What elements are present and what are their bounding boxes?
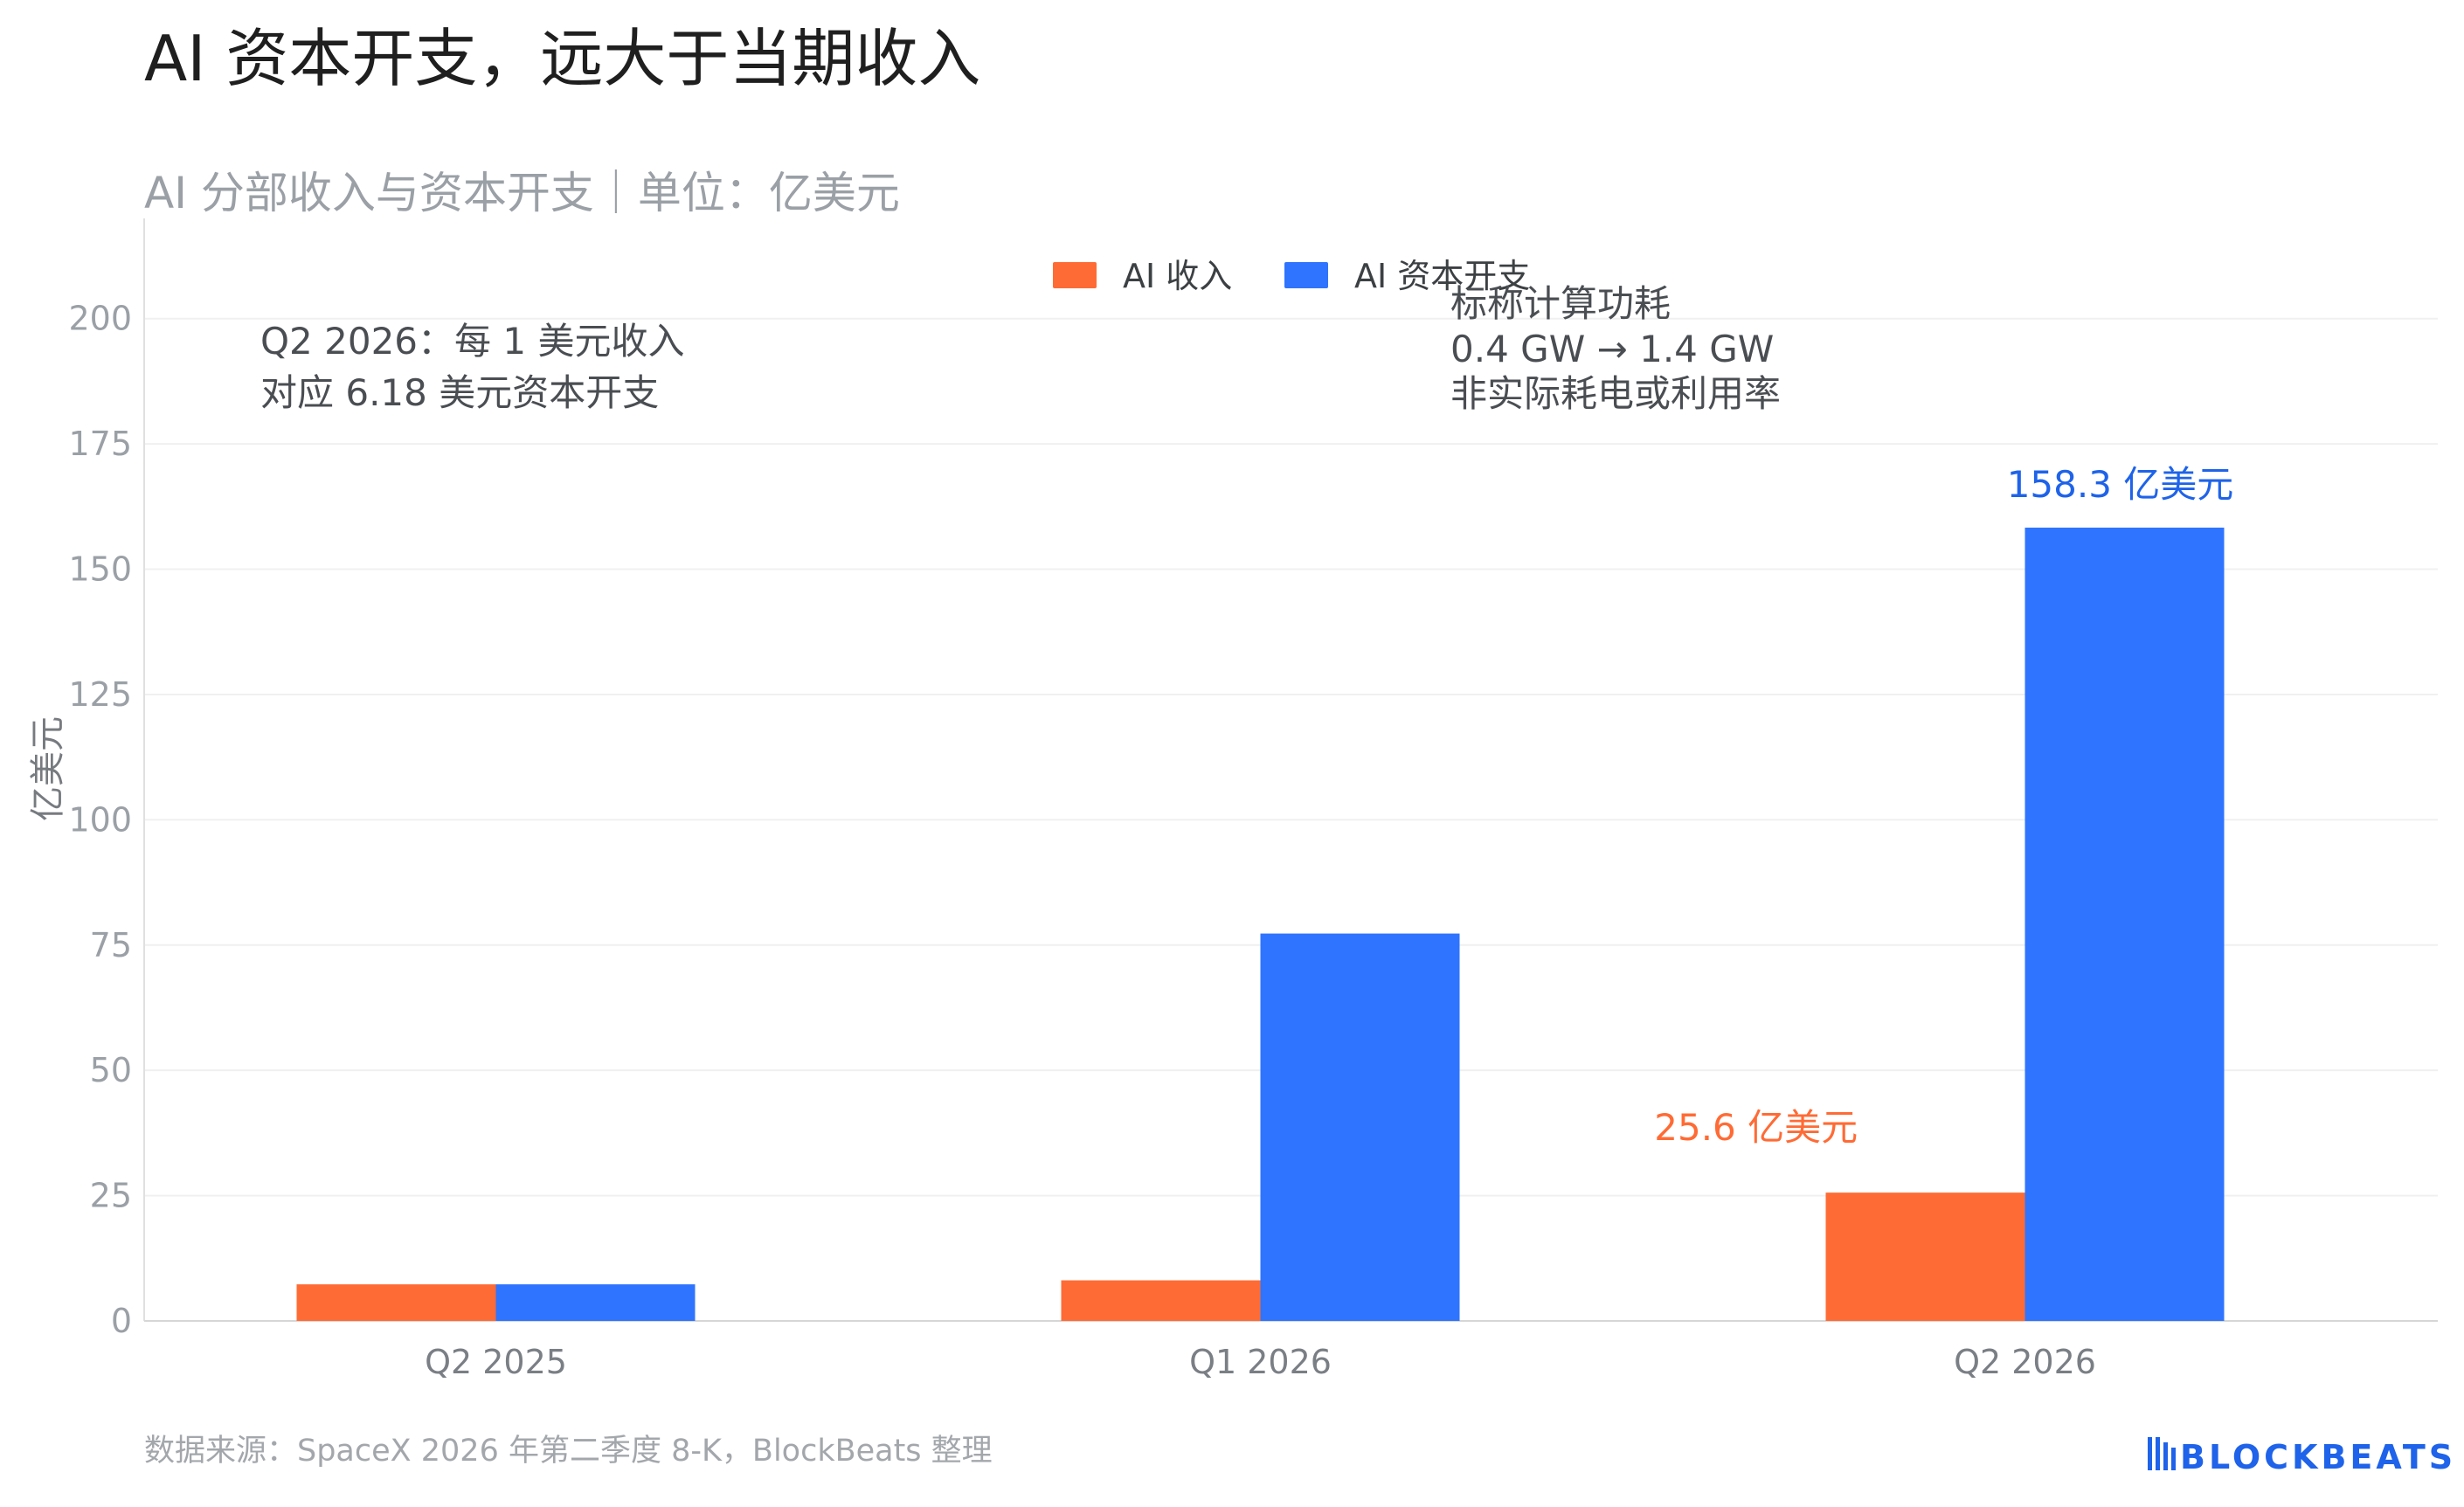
y-tick-label: 175 [68,425,132,463]
y-tick-label: 25 [90,1177,132,1215]
y-tick-labels: 0 25 50 75 100 125 150 175 200 [68,300,132,1340]
legend-label-revenue: AI 收入 [1123,257,1232,295]
page-title: AI 资本开支，远大于当期收入 [144,22,980,95]
annotation-ratio-line-2: 对应 6.18 美元资本开支 [260,371,659,414]
x-tick-label: Q2 2026 [1954,1343,2096,1381]
annotation-power-line-2: 0.4 GW → 1.4 GW [1450,328,1774,370]
y-tick-label: 200 [68,300,132,338]
x-tick-labels: Q2 2025 Q1 2026 Q2 2026 [425,1343,2096,1381]
bars [296,527,2225,1321]
brand-logo: BLOCKBEATS [2148,1437,2456,1476]
x-tick-label: Q1 2026 [1189,1343,1332,1381]
y-tick-label: 0 [111,1302,132,1340]
legend-label-capex: AI 资本开支 [1354,257,1530,295]
bar-revenue [1825,1192,2025,1321]
bar-capex [495,1284,696,1321]
annotation-power-line-1: 标称计算功耗 [1450,282,1671,325]
source-note: 数据来源：SpaceX 2026 年第二季度 8-K，BlockBeats 整理 [144,1434,993,1469]
legend: AI 收入 AI 资本开支 [1053,257,1530,295]
bar-revenue [296,1284,496,1321]
y-axis-label: 亿美元 [28,716,68,821]
blockbeats-logo-icon [2148,1437,2176,1470]
bar-capex [1260,933,1460,1321]
y-tick-label: 150 [68,550,132,589]
bar-capex [2024,527,2225,1321]
annotation-power-line-3: 非实际耗电或利用率 [1450,372,1781,415]
bar-revenue [1061,1280,1261,1321]
y-tick-label: 125 [68,675,132,714]
y-tick-label: 50 [90,1051,132,1089]
annotation-ratio: Q2 2026：每 1 美元收入 对应 6.18 美元资本开支 [260,320,684,414]
y-tick-label: 100 [68,800,132,839]
legend-swatch-revenue [1053,262,1097,288]
x-tick-label: Q2 2025 [425,1343,567,1381]
y-tick-label: 75 [90,926,132,964]
annotation-power: 标称计算功耗 0.4 GW → 1.4 GW 非实际耗电或利用率 [1450,282,1781,415]
chart-subtitle: AI 分部收入与资本开支｜单位：亿美元 [144,168,900,218]
data-label-capex-q2-2026: 158.3 亿美元 [2007,463,2234,506]
data-label-revenue-q2-2026: 25.6 亿美元 [1654,1106,1858,1149]
legend-swatch-capex [1284,262,1328,288]
annotation-ratio-line-1: Q2 2026：每 1 美元收入 [260,320,684,363]
brand-wordmark: BLOCKBEATS [2180,1438,2456,1476]
